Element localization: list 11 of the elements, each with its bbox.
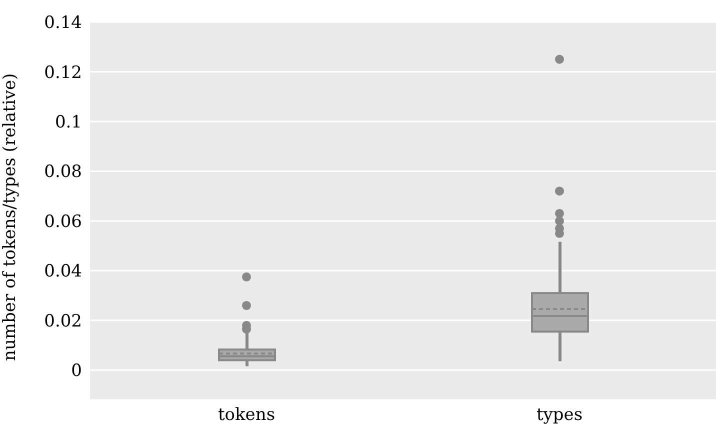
y-tick-label: 0.14 [44,13,82,34]
y-tick-label: 0.1 [54,112,82,133]
x-tick-label: tokens [218,405,276,426]
x-tick-label: types [536,405,583,426]
y-tick-label: 0.12 [44,62,82,83]
y-tick-label: 0 [71,361,82,382]
y-tick-label: 0.04 [44,262,82,282]
y-tick-label: 0.02 [44,311,82,332]
y-tick-label: 0.06 [44,212,82,232]
y-tick-label: 0.08 [44,162,82,182]
y-axis-title: number of tokens/types (relative) [0,73,20,361]
